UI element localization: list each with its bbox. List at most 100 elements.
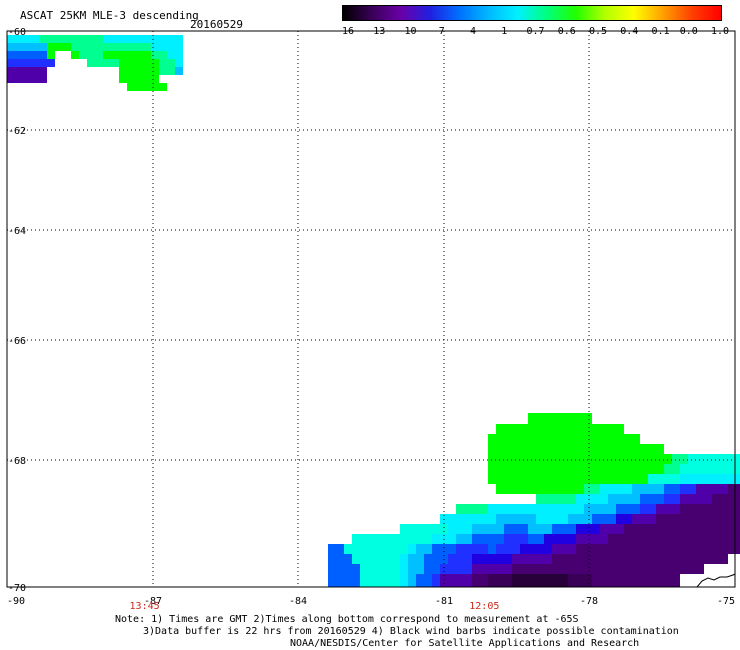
wind-data-cell — [584, 574, 592, 587]
wind-data-cell — [560, 454, 568, 464]
wind-data-cell — [656, 534, 664, 544]
wind-data-cell — [632, 494, 640, 504]
wind-data-cell — [696, 514, 704, 524]
wind-data-cell — [696, 554, 704, 564]
wind-data-cell — [528, 554, 536, 564]
wind-data-cell — [103, 59, 111, 67]
wind-data-cell — [608, 434, 616, 444]
wind-data-cell — [536, 554, 544, 564]
wind-data-cell — [576, 434, 584, 444]
wind-data-cell — [536, 454, 544, 464]
wind-data-cell — [536, 524, 544, 534]
wind-data-cell — [392, 534, 400, 544]
wind-data-cell — [712, 494, 720, 504]
wind-data-cell — [23, 59, 31, 67]
wind-data-cell — [384, 564, 392, 574]
wind-data-cell — [696, 484, 704, 494]
wind-data-cell — [656, 494, 664, 504]
wind-data-cell — [568, 574, 576, 587]
wind-data-cell — [504, 454, 512, 464]
wind-data-cell — [592, 444, 600, 454]
wind-data-cell — [87, 51, 95, 59]
wind-data-cell — [496, 464, 504, 474]
wind-data-cell — [47, 59, 55, 67]
wind-data-cell — [536, 474, 544, 484]
wind-data-cell — [472, 554, 480, 564]
wind-data-cell — [632, 474, 640, 484]
wind-data-cell — [488, 554, 496, 564]
wind-data-cell — [544, 484, 552, 494]
wind-data-cell — [127, 59, 135, 67]
wind-data-cell — [520, 544, 528, 554]
wind-data-cell — [488, 514, 496, 524]
wind-data-cell — [39, 59, 47, 67]
wind-data-cell — [416, 564, 424, 574]
wind-data-cell — [520, 484, 528, 494]
wind-data-cell — [528, 544, 536, 554]
wind-data-cell — [568, 454, 576, 464]
wind-data-cell — [640, 494, 648, 504]
wind-data-cell — [151, 59, 159, 67]
wind-data-cell — [360, 544, 368, 554]
wind-data-cell — [480, 534, 488, 544]
wind-data-cell — [568, 524, 576, 534]
wind-data-cell — [143, 35, 151, 43]
wind-data-cell — [23, 43, 31, 51]
wind-data-cell — [143, 59, 151, 67]
wind-data-cell — [592, 554, 600, 564]
wind-data-cell — [672, 484, 680, 494]
wind-data-cell — [424, 554, 432, 564]
wind-data-cell — [720, 534, 728, 544]
wind-data-cell — [456, 534, 464, 544]
wind-data-cell — [368, 544, 376, 554]
wind-data-cell — [624, 494, 632, 504]
wind-data-cell — [79, 43, 87, 51]
wind-data-cell — [23, 67, 31, 75]
wind-data-cell — [640, 484, 648, 494]
wind-data-cell — [568, 464, 576, 474]
wind-data-cell — [624, 454, 632, 464]
wind-data-cell — [656, 504, 664, 514]
wind-data-cell — [135, 83, 143, 91]
wind-data-cell — [504, 574, 512, 587]
wind-data-cell — [640, 454, 648, 464]
wind-data-cell — [680, 514, 688, 524]
wind-data-cell — [408, 544, 416, 554]
wind-data-cell — [560, 574, 568, 587]
wind-data-cell — [712, 464, 720, 474]
wind-data-cell — [464, 574, 472, 587]
wind-data-cell — [720, 524, 728, 534]
wind-data-cell — [79, 35, 87, 43]
time-label: 12:05 — [469, 601, 499, 612]
wind-data-cell — [584, 434, 592, 444]
wind-data-cell — [7, 43, 15, 51]
wind-data-cell — [119, 75, 127, 83]
wind-data-cell — [640, 514, 648, 524]
wind-data-cell — [584, 494, 592, 504]
wind-data-cell — [119, 43, 127, 51]
wind-data-cell — [616, 484, 624, 494]
wind-data-cell — [400, 554, 408, 564]
wind-data-cell — [544, 464, 552, 474]
wind-data-cell — [552, 554, 560, 564]
wind-data-cell — [103, 43, 111, 51]
wind-data-cell — [376, 574, 384, 587]
wind-data-cell — [167, 67, 175, 75]
wind-data-cell — [600, 494, 608, 504]
wind-data-cell — [512, 434, 520, 444]
wind-data-cell — [504, 554, 512, 564]
wind-data-cell — [688, 534, 696, 544]
wind-data-cell — [464, 514, 472, 524]
wind-data-cell — [432, 544, 440, 554]
wind-data-cell — [608, 514, 616, 524]
wind-data-cell — [480, 504, 488, 514]
wind-data-cell — [111, 51, 119, 59]
wind-data-cell — [504, 464, 512, 474]
wind-data-cell — [560, 544, 568, 554]
wind-data-cell — [95, 43, 103, 51]
wind-data-cell — [680, 504, 688, 514]
wind-data-cell — [560, 514, 568, 524]
wind-data-cell — [632, 454, 640, 464]
wind-data-cell — [712, 544, 720, 554]
wind-data-cell — [63, 35, 71, 43]
